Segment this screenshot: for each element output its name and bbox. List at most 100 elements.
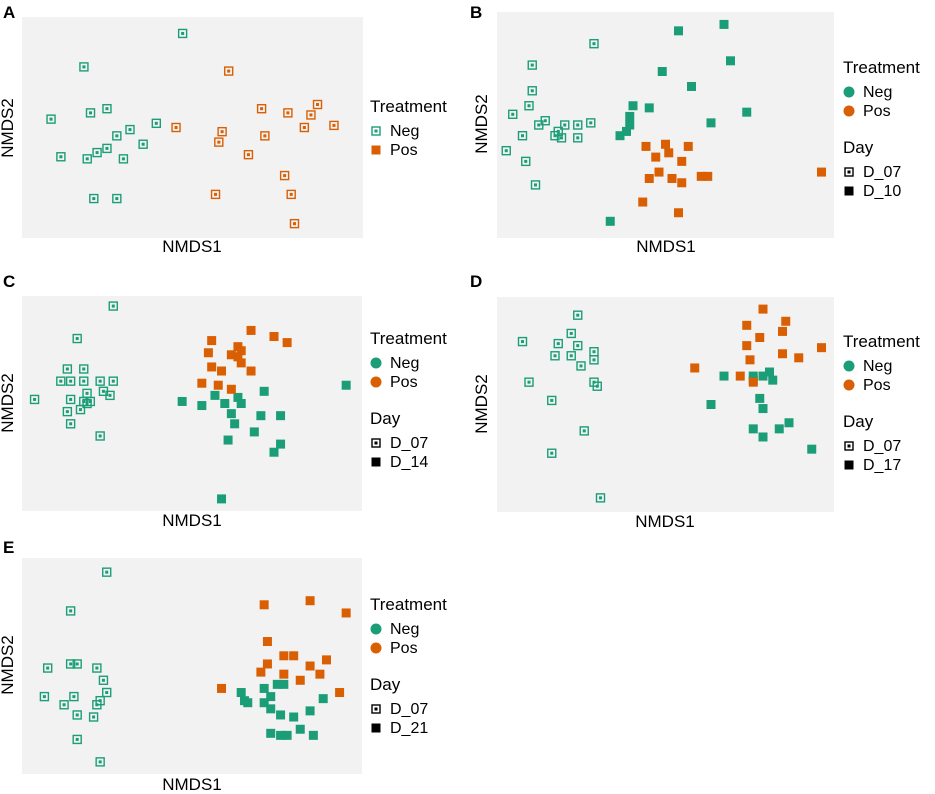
- legend-neg-key: [371, 126, 381, 136]
- panel-b-point-35: [664, 148, 674, 158]
- panel-a-point-19: [256, 103, 267, 114]
- panel-d-point-0: [573, 310, 583, 320]
- panel-b-point-7: [560, 120, 570, 130]
- panel-a-point-13: [118, 154, 129, 164]
- panel-a-point-17: [312, 99, 323, 110]
- panel-b-point-17: [530, 180, 541, 190]
- panel-c-letter: C: [3, 272, 15, 291]
- panel-c-point-21: [341, 380, 351, 390]
- panel-e-point-48: [217, 683, 227, 693]
- panel-e-point-28: [259, 698, 269, 708]
- panel-e-point-9: [69, 691, 79, 702]
- panel-c-legend: Treatment Neg Pos Day D_07 D_14: [370, 329, 447, 471]
- panel-c-point-36: [269, 447, 279, 457]
- panel-b-y-axis-label: NMDS2: [472, 94, 491, 154]
- panel-e-point-42: [262, 659, 272, 669]
- panel-a-letter: A: [3, 3, 15, 22]
- panel-a-y-axis-label: NMDS2: [0, 98, 17, 158]
- legend-pos-label: Pos: [390, 640, 418, 657]
- panel-b-point-3: [524, 101, 534, 111]
- panel-d-point-43: [748, 377, 758, 387]
- panel-a-point-16: [223, 66, 234, 76]
- panel-b-point-42: [703, 171, 713, 181]
- panel-e-point-15: [72, 734, 82, 745]
- panel-a-point-9: [102, 143, 112, 154]
- panel-b-point-24: [644, 103, 654, 113]
- panel-d-point-25: [758, 404, 768, 414]
- panel-d-point-2: [517, 336, 528, 347]
- panel-e-point-44: [256, 667, 266, 677]
- panel-d-point-10: [524, 377, 534, 387]
- panel-d-point-35: [755, 333, 765, 343]
- panel-e-y-axis-label: NMDS2: [0, 635, 17, 695]
- panel-c-point-0: [108, 301, 118, 311]
- panel-d-point-8: [589, 355, 599, 365]
- panel-c-point-7: [95, 376, 105, 386]
- panel-c-point-34: [223, 435, 233, 445]
- panel-a-point-20: [283, 108, 293, 118]
- panel-c-point-15: [82, 398, 92, 409]
- panel-e-point-13: [72, 710, 82, 720]
- panel-c-y-axis-label: NMDS2: [0, 373, 17, 433]
- panel-a-point-12: [82, 154, 92, 164]
- legend-d_07-label: D_07: [863, 438, 901, 455]
- panel-d-point-15: [547, 448, 557, 458]
- panel-c-point-25: [177, 396, 187, 406]
- legend-neg-label: Neg: [390, 621, 419, 638]
- panel-a-point-2: [102, 103, 112, 114]
- panel-d-point-38: [778, 349, 787, 359]
- panel-e-point-20: [236, 688, 246, 698]
- panel-a-point-25: [260, 131, 270, 141]
- panel-a-point-23: [299, 122, 310, 133]
- panel-b-point-32: [641, 141, 651, 151]
- panel-e-point-40: [289, 651, 299, 661]
- panel-b-point-43: [677, 178, 687, 188]
- panel-c-point-17: [62, 406, 73, 417]
- legend-neg-label: Neg: [863, 84, 892, 101]
- panel-d-point-21: [719, 371, 729, 381]
- panel-c-point-46: [233, 352, 243, 362]
- panel-d-y-axis-label: NMDS2: [472, 374, 491, 434]
- panel-a-point-29: [210, 189, 221, 200]
- panel-c-point-5: [65, 376, 76, 386]
- panel-c-point-39: [269, 332, 279, 342]
- panel-d-point-36: [817, 343, 826, 353]
- panel-e-point-8: [39, 691, 50, 702]
- panel-b-point-15: [501, 145, 511, 156]
- panel-c-point-31: [276, 411, 286, 421]
- panel-c-point-37: [217, 494, 227, 504]
- panel-c-point-32: [230, 419, 240, 429]
- panel-c-point-27: [236, 399, 246, 408]
- panel-e: E NMDS1 NMDS2 Treatment Neg Pos Day D_07 D_21: [0, 538, 447, 794]
- panel-b-x-axis-label: NMDS1: [636, 237, 696, 256]
- panel-d-point-3: [553, 338, 563, 349]
- panel-b-point-23: [628, 101, 638, 111]
- panel-b-point-11: [556, 133, 567, 143]
- panel-d-point-24: [706, 400, 716, 409]
- panel-c-point-30: [256, 411, 266, 421]
- panel-c-point-2: [62, 364, 73, 374]
- panel-e-point-36: [259, 600, 269, 610]
- panel-b-plot-area: [497, 12, 834, 238]
- panel-a-point-15: [112, 193, 122, 204]
- panel-b-point-36: [651, 152, 661, 162]
- legend-pos-key: [371, 145, 381, 155]
- panel-d-x-axis-label: NMDS1: [635, 512, 695, 531]
- panel-b-point-1: [527, 60, 537, 70]
- panel-b-point-31: [605, 216, 615, 226]
- panel-a-point-7: [112, 131, 122, 141]
- panel-e-point-25: [305, 706, 315, 716]
- legend-neg-key: [843, 86, 855, 98]
- panel-a-point-28: [279, 170, 290, 181]
- legend-d_14-label: D_14: [390, 454, 428, 471]
- legend-neg-label: Neg: [863, 358, 892, 375]
- panel-a-point-0: [177, 28, 188, 39]
- panel-c-point-48: [207, 362, 217, 372]
- panel-e-point-46: [315, 669, 325, 679]
- panel-e-point-1: [65, 606, 76, 616]
- panel-d: D NMDS1 NMDS2 Treatment Neg Pos Day D_07 D_17: [470, 272, 920, 531]
- panel-c-point-40: [282, 338, 292, 348]
- panel-a-point-27: [243, 149, 254, 160]
- panel-c-point-51: [197, 378, 207, 388]
